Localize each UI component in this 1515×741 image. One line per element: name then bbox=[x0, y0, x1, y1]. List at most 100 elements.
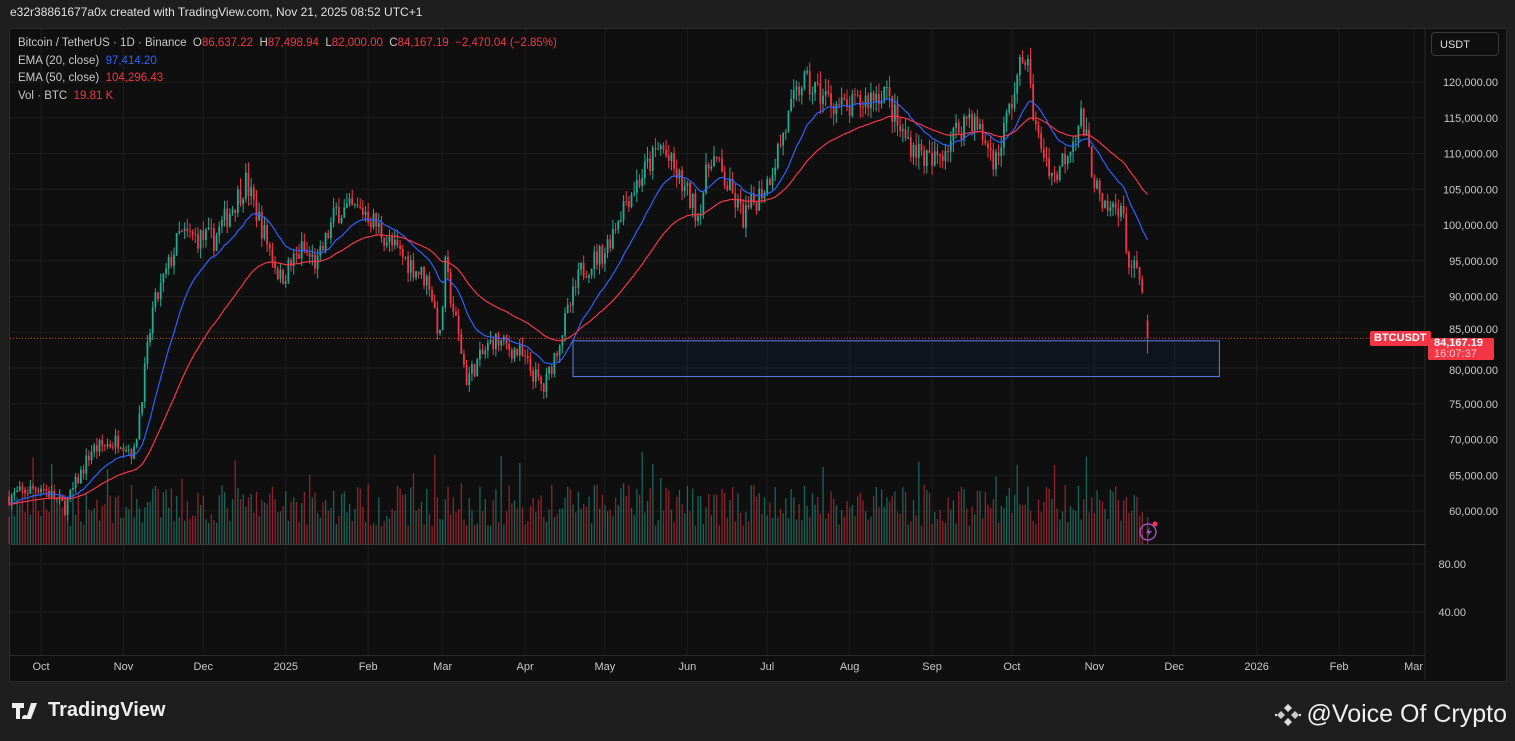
candle-body bbox=[593, 251, 596, 269]
volume-bar bbox=[505, 511, 508, 544]
candle-body bbox=[322, 246, 324, 251]
candle-body bbox=[1016, 75, 1019, 94]
candle-body bbox=[707, 164, 710, 169]
candle-body bbox=[287, 259, 290, 282]
candle-body bbox=[72, 488, 74, 490]
volume-bar bbox=[356, 486, 359, 544]
chart-frame[interactable] bbox=[9, 28, 1507, 682]
legend-ema20[interactable]: EMA (20, close) 97,414.20 bbox=[18, 53, 557, 71]
candle-body bbox=[1085, 129, 1088, 136]
candle-body bbox=[412, 260, 415, 278]
candle-body bbox=[949, 140, 952, 152]
candle-body bbox=[348, 198, 351, 204]
candle-body bbox=[529, 358, 532, 371]
volume-bar bbox=[1136, 496, 1138, 544]
candle-body bbox=[98, 440, 101, 452]
candle-body bbox=[141, 402, 143, 414]
volume-bar bbox=[833, 498, 835, 544]
volume-bar bbox=[670, 509, 673, 544]
volume-bar bbox=[258, 516, 260, 544]
volume-bar bbox=[399, 488, 401, 544]
candle-body bbox=[630, 194, 633, 208]
candle-body bbox=[835, 104, 838, 115]
candle-body bbox=[117, 435, 120, 449]
candle-body bbox=[42, 488, 45, 490]
volume-bar bbox=[1115, 486, 1117, 544]
candle-body bbox=[585, 277, 588, 279]
candle-body bbox=[840, 97, 843, 105]
candle-body bbox=[436, 308, 439, 334]
candle-body bbox=[311, 254, 314, 257]
volume-bar bbox=[1077, 485, 1080, 544]
volume-bar bbox=[463, 519, 465, 544]
lightning-alert-icon[interactable] bbox=[1139, 521, 1158, 541]
candle-body bbox=[532, 370, 534, 382]
volume-bar bbox=[742, 525, 744, 544]
candle-body bbox=[971, 114, 973, 132]
candle-body bbox=[681, 170, 683, 192]
candle-body bbox=[550, 366, 553, 374]
candle-body bbox=[173, 254, 175, 266]
candle-body bbox=[165, 268, 167, 274]
volume-bar bbox=[944, 522, 947, 544]
binance-diamond-icon bbox=[1274, 703, 1301, 726]
volume-bar bbox=[1037, 499, 1040, 544]
candle-body bbox=[928, 150, 931, 153]
candle-body bbox=[481, 349, 484, 355]
candle-body bbox=[742, 203, 745, 228]
volume-bar bbox=[162, 492, 165, 544]
volume-bar bbox=[333, 491, 335, 544]
volume-bar bbox=[732, 487, 734, 544]
volume-bar bbox=[878, 507, 880, 544]
volume-bar bbox=[537, 499, 540, 544]
volume-bar bbox=[138, 508, 141, 544]
symbol-price-tag: BTCUSDT bbox=[1370, 331, 1431, 346]
candle-body bbox=[1133, 260, 1136, 268]
candle-body bbox=[162, 273, 165, 283]
candle-body bbox=[111, 446, 114, 448]
candle-body bbox=[93, 445, 96, 452]
candle-body bbox=[572, 286, 574, 306]
volume-bar bbox=[359, 488, 361, 544]
candle-body bbox=[369, 222, 372, 228]
volume-bar bbox=[64, 494, 66, 544]
candle-body bbox=[210, 227, 213, 229]
volume-bar bbox=[213, 520, 215, 544]
candle-body bbox=[1128, 252, 1130, 268]
volume-bar bbox=[351, 521, 353, 544]
candle-body bbox=[26, 493, 29, 495]
candle-body bbox=[1082, 108, 1085, 136]
candle-body bbox=[1029, 58, 1032, 84]
volume-bar bbox=[221, 485, 223, 544]
candle-body bbox=[189, 231, 191, 233]
candle-body bbox=[827, 91, 830, 94]
legend-symbol-row[interactable]: Bitcoin / TetherUS · 1D · Binance O86,63… bbox=[18, 35, 557, 53]
volume-bar bbox=[1043, 501, 1045, 544]
volume-bar bbox=[551, 484, 553, 544]
volume-bar bbox=[678, 489, 681, 544]
candle-body bbox=[901, 129, 904, 132]
volume-bar bbox=[8, 517, 10, 544]
candle-body bbox=[965, 116, 968, 119]
candle-body bbox=[32, 485, 34, 489]
currency-button[interactable]: USDT bbox=[1431, 32, 1499, 56]
volume-bar bbox=[311, 497, 314, 544]
candle-body bbox=[619, 220, 622, 222]
candle-body bbox=[686, 182, 689, 187]
volume-bar bbox=[96, 499, 98, 544]
candle-body bbox=[992, 150, 995, 170]
legend-ema50[interactable]: EMA (50, close) 104,296.43 bbox=[18, 70, 557, 88]
candle-body bbox=[380, 223, 383, 238]
candle-body bbox=[213, 228, 215, 251]
volume-bar bbox=[1107, 519, 1109, 544]
x-tick-label: Dec bbox=[193, 661, 213, 673]
candle-body bbox=[420, 267, 423, 275]
candle-body bbox=[13, 492, 16, 496]
volume-bar bbox=[375, 525, 377, 544]
candle-body bbox=[915, 144, 918, 158]
legend-volume[interactable]: Vol · BTC 19.81 K bbox=[18, 88, 557, 106]
tradingview-logo[interactable]: TradingView bbox=[12, 699, 165, 722]
candle-body bbox=[662, 145, 665, 150]
candle-body bbox=[1104, 200, 1106, 209]
